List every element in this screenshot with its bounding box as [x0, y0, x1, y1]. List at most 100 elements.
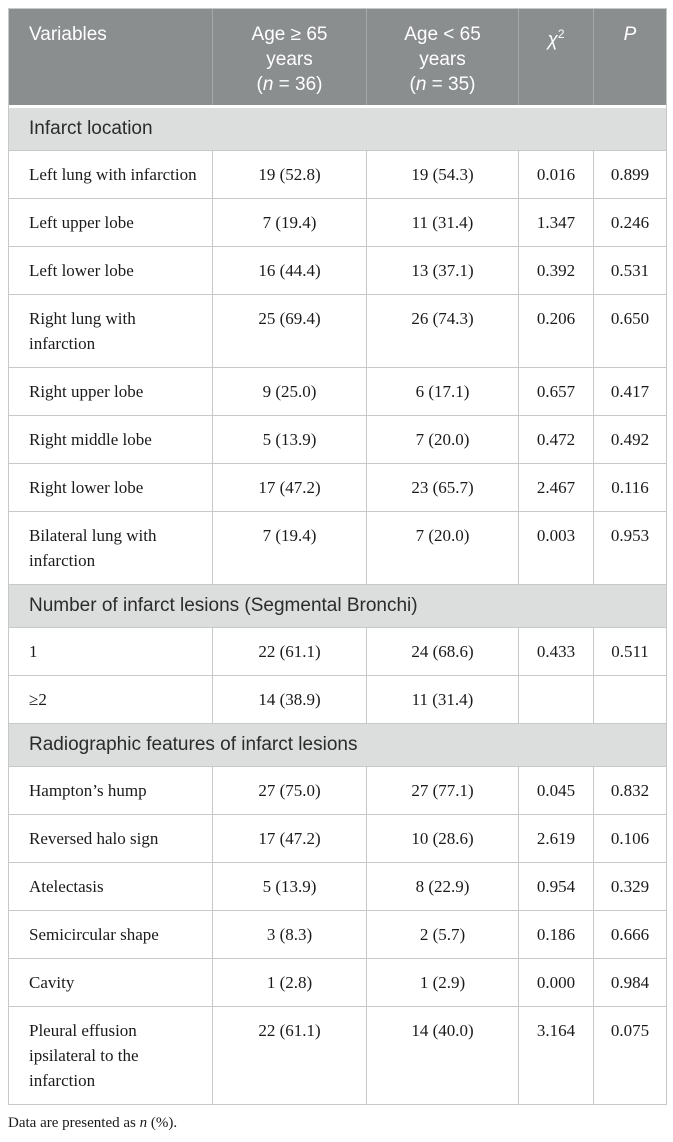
cell-chi-square: 0.657	[518, 368, 593, 415]
cell-age-lt-65: 14 (40.0)	[366, 1007, 518, 1104]
cell-chi-square: 0.472	[518, 416, 593, 463]
table-row: Bilateral lung with infarction 7 (19.4) 7 …	[9, 511, 666, 584]
table-body: Infarct location Left lung with infarctio…	[9, 108, 666, 1104]
table-row: Right lower lobe 17 (47.2) 23 (65.7) 2.467 0…	[9, 463, 666, 511]
cell-chi-square: 1.347	[518, 199, 593, 246]
cell-variable: Right lung with infarction	[29, 309, 136, 353]
cell-age-ge-65: 17 (47.2)	[212, 815, 366, 862]
cell-p-value: 0.832	[593, 767, 666, 814]
cell-chi-square: 0.954	[518, 863, 593, 910]
header-chi-square: χ2	[518, 9, 593, 105]
cell-variable: Right middle lobe	[29, 430, 152, 449]
cell-p-value: 0.953	[593, 512, 666, 584]
cell-age-lt-65: 11 (31.4)	[366, 676, 518, 723]
cell-variable: Left upper lobe	[29, 213, 134, 232]
cell-p-value	[593, 676, 666, 723]
table-row: Cavity 1 (2.8) 1 (2.9) 0.000 0.984	[9, 958, 666, 1006]
section-header-row: Radiographic features of infarct lesions	[9, 723, 666, 766]
cell-age-ge-65: 22 (61.1)	[212, 628, 366, 675]
cell-chi-square: 0.206	[518, 295, 593, 367]
table-row: Right upper lobe 9 (25.0) 6 (17.1) 0.657 0.4…	[9, 367, 666, 415]
table-row: Reversed halo sign 17 (47.2) 10 (28.6) 2.61…	[9, 814, 666, 862]
cell-variable: Reversed halo sign	[29, 829, 159, 848]
cell-variable: Cavity	[29, 973, 75, 992]
cell-p-value: 0.899	[593, 151, 666, 198]
header-age-lt-65: Age < 65 years (n = 35)	[366, 9, 518, 105]
cell-age-lt-65: 11 (31.4)	[366, 199, 518, 246]
cell-chi-square: 2.619	[518, 815, 593, 862]
cell-variable: Semicircular shape	[29, 925, 159, 944]
table-row: ≥2 14 (38.9) 11 (31.4)	[9, 675, 666, 723]
cell-age-ge-65: 19 (52.8)	[212, 151, 366, 198]
cell-age-ge-65: 7 (19.4)	[212, 199, 366, 246]
cell-age-lt-65: 6 (17.1)	[366, 368, 518, 415]
cell-variable: 1	[29, 642, 38, 661]
cell-variable: Hampton’s hump	[29, 781, 147, 800]
cell-age-lt-65: 19 (54.3)	[366, 151, 518, 198]
cell-age-ge-65: 22 (61.1)	[212, 1007, 366, 1104]
cell-p-value: 0.417	[593, 368, 666, 415]
cell-p-value: 0.492	[593, 416, 666, 463]
clinical-statistics-table: Variables Age ≥ 65 years (n = 36) Age < 65…	[8, 8, 667, 1105]
cell-p-value: 0.246	[593, 199, 666, 246]
cell-age-lt-65: 13 (37.1)	[366, 247, 518, 294]
cell-variable: Bilateral lung with infarction	[29, 526, 157, 570]
cell-variable: Right upper lobe	[29, 382, 144, 401]
header-age-ge-65: Age ≥ 65 years (n = 36)	[212, 9, 366, 105]
cell-chi-square: 0.003	[518, 512, 593, 584]
cell-chi-square: 0.392	[518, 247, 593, 294]
cell-age-ge-65: 14 (38.9)	[212, 676, 366, 723]
cell-age-lt-65: 7 (20.0)	[366, 416, 518, 463]
table-row: Atelectasis 5 (13.9) 8 (22.9) 0.954 0.329	[9, 862, 666, 910]
cell-chi-square: 3.164	[518, 1007, 593, 1104]
header-p-value: P	[593, 9, 666, 105]
cell-age-lt-65: 26 (74.3)	[366, 295, 518, 367]
cell-age-ge-65: 5 (13.9)	[212, 416, 366, 463]
cell-age-lt-65: 27 (77.1)	[366, 767, 518, 814]
cell-variable: Right lower lobe	[29, 478, 144, 497]
section-header-row: Number of infarct lesions (Segmental Bro…	[9, 584, 666, 627]
table-row: Right lung with infarction 25 (69.4) 26 (7…	[9, 294, 666, 367]
cell-age-lt-65: 24 (68.6)	[366, 628, 518, 675]
cell-p-value: 0.511	[593, 628, 666, 675]
cell-p-value: 0.075	[593, 1007, 666, 1104]
cell-p-value: 0.666	[593, 911, 666, 958]
cell-p-value: 0.116	[593, 464, 666, 511]
cell-chi-square: 0.186	[518, 911, 593, 958]
cell-age-ge-65: 7 (19.4)	[212, 512, 366, 584]
cell-chi-square: 0.433	[518, 628, 593, 675]
table-footnote: Data are presented as n (%).	[8, 1115, 178, 1131]
cell-age-lt-65: 23 (65.7)	[366, 464, 518, 511]
table-row: Semicircular shape 3 (8.3) 2 (5.7) 0.186 0.6…	[9, 910, 666, 958]
table-row: Left upper lobe 7 (19.4) 11 (31.4) 1.347 0.2…	[9, 198, 666, 246]
cell-variable: Left lung with infarction	[29, 165, 197, 184]
cell-age-lt-65: 1 (2.9)	[366, 959, 518, 1006]
cell-variable: Pleural effusion ipsilateral to the infa…	[29, 1021, 139, 1090]
cell-chi-square: 0.000	[518, 959, 593, 1006]
header-variables: Variables	[29, 24, 107, 45]
cell-age-ge-65: 25 (69.4)	[212, 295, 366, 367]
table-row: Pleural effusion ipsilateral to the infa…	[9, 1006, 666, 1104]
table-row: Left lung with infarction 19 (52.8) 19 (54…	[9, 150, 666, 198]
cell-chi-square: 0.045	[518, 767, 593, 814]
table-row: Hampton’s hump 27 (75.0) 27 (77.1) 0.045 0.8…	[9, 766, 666, 814]
cell-chi-square: 2.467	[518, 464, 593, 511]
cell-age-ge-65: 5 (13.9)	[212, 863, 366, 910]
cell-age-lt-65: 10 (28.6)	[366, 815, 518, 862]
cell-age-ge-65: 3 (8.3)	[212, 911, 366, 958]
cell-p-value: 0.531	[593, 247, 666, 294]
cell-chi-square: 0.016	[518, 151, 593, 198]
cell-p-value: 0.329	[593, 863, 666, 910]
cell-variable: Atelectasis	[29, 877, 104, 896]
cell-age-ge-65: 16 (44.4)	[212, 247, 366, 294]
cell-age-lt-65: 8 (22.9)	[366, 863, 518, 910]
table-header-row: Variables Age ≥ 65 years (n = 36) Age < 65…	[9, 9, 666, 108]
table-row: 1 22 (61.1) 24 (68.6) 0.433 0.511	[9, 627, 666, 675]
cell-variable: Left lower lobe	[29, 261, 134, 280]
cell-p-value: 0.106	[593, 815, 666, 862]
cell-chi-square	[518, 676, 593, 723]
cell-age-ge-65: 1 (2.8)	[212, 959, 366, 1006]
cell-age-lt-65: 7 (20.0)	[366, 512, 518, 584]
cell-age-lt-65: 2 (5.7)	[366, 911, 518, 958]
